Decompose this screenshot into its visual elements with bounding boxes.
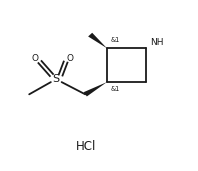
Text: &1: &1	[111, 86, 120, 92]
Text: O: O	[67, 54, 74, 63]
Text: O: O	[32, 54, 39, 63]
Polygon shape	[88, 33, 107, 48]
Polygon shape	[84, 82, 107, 96]
Text: HCl: HCl	[76, 140, 96, 153]
Text: &1: &1	[111, 37, 120, 43]
Text: NH: NH	[150, 38, 164, 47]
Text: S: S	[52, 74, 59, 84]
